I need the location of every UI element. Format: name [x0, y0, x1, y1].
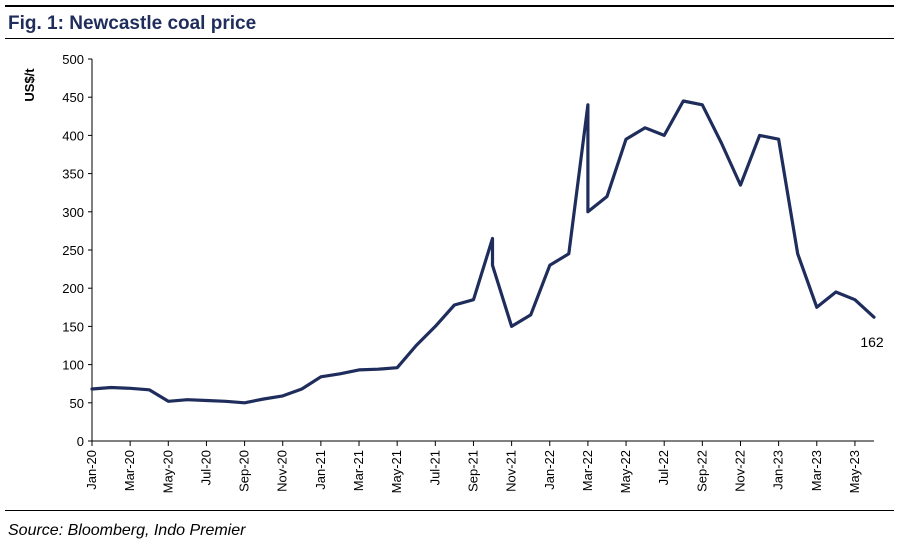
data-point	[434, 325, 437, 328]
coal-price-line	[90, 99, 876, 405]
data-point	[815, 306, 818, 309]
x-tick-label: May-21	[389, 450, 404, 493]
data-point	[319, 375, 322, 378]
x-tick-label: Sep-21	[465, 450, 480, 492]
x-tick-label: Mar-21	[351, 450, 366, 491]
data-point	[491, 237, 494, 240]
data-point	[663, 134, 666, 137]
data-point	[605, 195, 608, 198]
y-tick-label: 0	[77, 434, 84, 449]
data-point	[777, 138, 780, 141]
x-tick-label: Nov-22	[732, 450, 747, 492]
data-point	[396, 366, 399, 369]
data-point	[624, 138, 627, 141]
data-point	[567, 252, 570, 255]
x-tick-label: Jan-22	[542, 450, 557, 490]
x-tick-label: Mar-23	[809, 450, 824, 491]
y-tick-label: 250	[62, 243, 84, 258]
data-point	[90, 387, 93, 390]
data-point	[148, 388, 151, 391]
data-point	[243, 401, 246, 404]
data-point	[720, 141, 723, 144]
y-axis-label: US$/t	[22, 68, 37, 102]
data-point	[872, 316, 875, 319]
data-point	[472, 298, 475, 301]
x-tick-label: Mar-22	[580, 450, 595, 491]
x-tick-label: May-22	[618, 450, 633, 493]
y-tick-label: 100	[62, 358, 84, 373]
y-tick-label: 350	[62, 167, 84, 182]
source-note: Source: Bloomberg, Indo Premier	[8, 522, 246, 539]
data-point	[415, 344, 418, 347]
x-tick-label: Jul-20	[198, 450, 213, 485]
data-point	[453, 303, 456, 306]
data-point	[110, 386, 113, 389]
last-value-label: 162	[860, 334, 884, 350]
x-tick-label: Jan-21	[313, 450, 328, 490]
data-point	[644, 126, 647, 129]
x-tick-label: Jul-22	[656, 450, 671, 485]
y-tick-label: 450	[62, 90, 84, 105]
top-rule	[5, 5, 894, 7]
data-point	[300, 387, 303, 390]
x-axis: Jan-20 Mar-20 May-20 Jul-20 Sep-20 Nov-20 Jan-…	[84, 440, 874, 493]
data-point	[129, 387, 132, 390]
data-point	[186, 398, 189, 401]
figure-title: Fig. 1: Newcastle coal price	[8, 13, 257, 34]
x-tick-label: Sep-22	[694, 450, 709, 492]
title-rule	[5, 38, 894, 39]
data-point	[205, 399, 208, 402]
x-tick-label: Nov-20	[275, 450, 290, 492]
data-point	[853, 298, 856, 301]
x-tick-label: Sep-20	[237, 450, 252, 492]
y-tick-label: 50	[70, 396, 84, 411]
data-point	[548, 264, 551, 267]
y-tick-label: 500	[62, 52, 84, 67]
data-point	[586, 210, 589, 213]
x-tick-label: Jul-21	[427, 450, 442, 485]
y-tick-label: 400	[62, 128, 84, 143]
y-tick-label: 150	[62, 319, 84, 334]
data-point	[682, 99, 685, 102]
data-point	[796, 252, 799, 255]
data-point	[377, 368, 380, 371]
data-point	[357, 368, 360, 371]
data-point	[224, 400, 227, 403]
data-point	[758, 134, 761, 137]
data-point	[586, 103, 589, 106]
x-tick-label: May-20	[160, 450, 175, 493]
data-point	[701, 103, 704, 106]
data-point	[262, 397, 265, 400]
y-tick-label: 200	[62, 281, 84, 296]
data-point	[338, 372, 341, 375]
data-point	[739, 184, 742, 187]
data-point	[281, 394, 284, 397]
y-axis: 0 50 100 150 200 250 300 350 400 450 500	[62, 52, 93, 449]
data-point	[529, 313, 532, 316]
x-tick-label: Nov-21	[504, 450, 519, 492]
data-point	[510, 325, 513, 328]
x-tick-label: Jan-20	[84, 450, 99, 490]
x-tick-label: May-23	[847, 450, 862, 493]
y-tick-label: 300	[62, 205, 84, 220]
data-point	[167, 400, 170, 403]
data-point	[491, 264, 494, 267]
x-tick-label: Jan-23	[771, 450, 786, 490]
x-tick-label: Mar-20	[122, 450, 137, 491]
data-point	[834, 290, 837, 293]
source-rule	[5, 510, 894, 511]
